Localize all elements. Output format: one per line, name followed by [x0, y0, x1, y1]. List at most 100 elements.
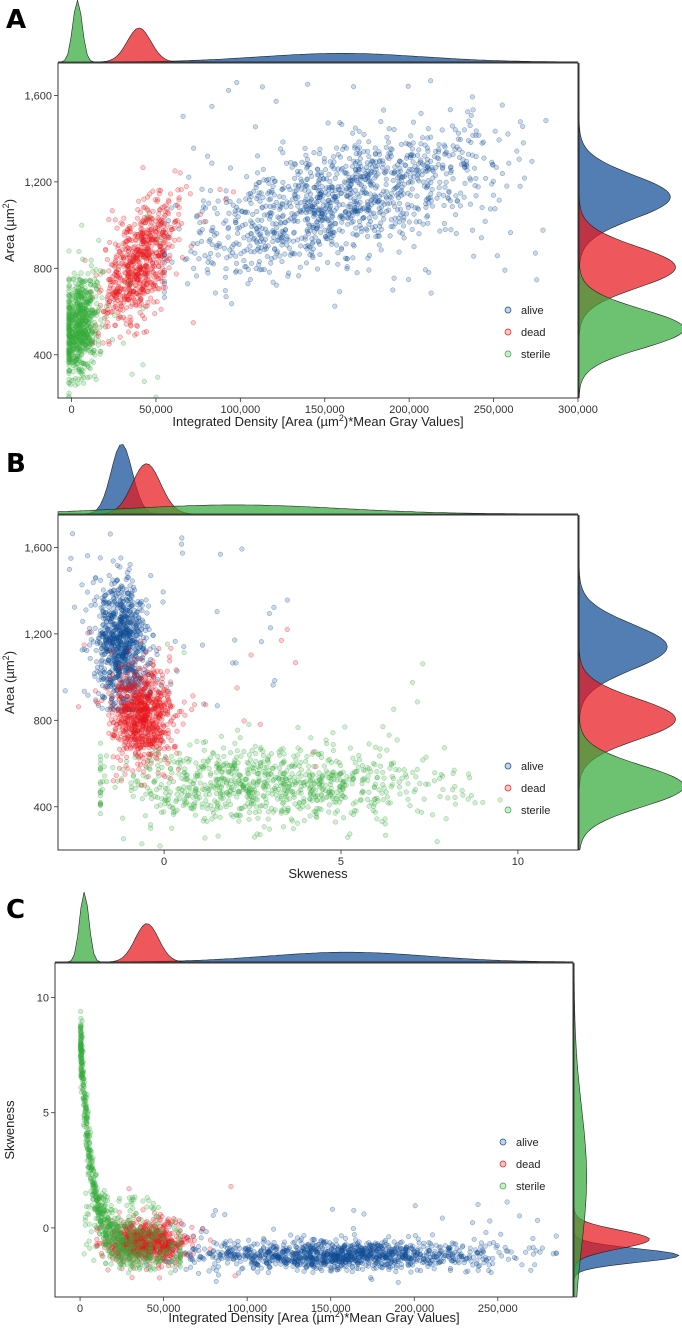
data-point-alive	[342, 188, 348, 194]
data-point-alive	[506, 160, 512, 166]
data-point-dead	[123, 246, 129, 253]
data-point-dead	[165, 245, 171, 251]
data-point-alive	[321, 159, 327, 165]
data-point-alive	[239, 546, 245, 552]
data-point-dead	[139, 229, 146, 235]
data-point-sterile	[199, 804, 205, 810]
data-point-dead	[106, 277, 112, 283]
data-point-alive	[295, 194, 301, 200]
data-point-alive	[279, 258, 285, 265]
data-point-sterile	[69, 352, 75, 358]
data-point-sterile	[379, 819, 385, 825]
data-point-dead	[124, 674, 131, 681]
data-point-dead	[125, 766, 131, 772]
data-point-alive	[251, 249, 257, 255]
data-point-alive	[350, 255, 356, 261]
data-point-alive	[392, 203, 398, 210]
data-point-alive	[207, 188, 213, 194]
data-point-alive	[469, 94, 475, 100]
data-point-dead	[149, 249, 155, 255]
data-point-alive	[335, 187, 341, 193]
data-point-alive	[125, 590, 131, 596]
data-point-alive	[364, 175, 371, 181]
data-point-alive	[302, 236, 308, 242]
data-point-alive	[97, 613, 103, 619]
data-point-sterile	[73, 353, 79, 359]
data-point-alive	[356, 151, 362, 157]
data-point-alive	[386, 126, 392, 132]
data-point-alive	[344, 170, 350, 177]
data-point-sterile	[353, 769, 359, 775]
data-point-alive	[365, 148, 371, 154]
data-point-alive	[399, 231, 405, 237]
data-point-dead	[284, 626, 290, 633]
data-point-alive	[241, 258, 247, 264]
data-point-alive	[401, 235, 407, 241]
data-point-sterile	[388, 783, 394, 790]
data-point-dead	[241, 718, 247, 724]
data-point-dead	[109, 672, 115, 678]
data-point-dead	[144, 206, 150, 212]
data-point-alive	[259, 217, 265, 223]
data-point-sterile	[374, 768, 380, 775]
data-point-alive	[296, 251, 303, 257]
data-point-sterile	[260, 753, 267, 759]
data-point-alive	[97, 555, 103, 561]
data-point-sterile	[176, 771, 182, 777]
data-point-alive	[134, 639, 140, 646]
data-point-alive	[467, 123, 473, 129]
data-point-alive	[409, 179, 415, 185]
data-point-alive	[366, 179, 372, 185]
data-point-alive	[447, 198, 453, 204]
data-point-alive	[209, 160, 215, 166]
data-point-alive	[425, 160, 431, 166]
data-point-dead	[156, 733, 162, 739]
data-point-alive	[453, 212, 459, 218]
data-point-dead	[127, 236, 133, 243]
data-point-dead	[142, 263, 148, 269]
data-point-alive	[295, 218, 301, 224]
data-point-dead	[160, 270, 166, 276]
data-point-dead	[134, 231, 140, 238]
data-point-dead	[115, 242, 121, 249]
data-point-dead	[109, 208, 115, 214]
data-point-alive	[333, 242, 340, 248]
data-point-alive	[453, 230, 459, 237]
data-point-dead	[114, 683, 120, 689]
data-point-alive	[521, 175, 528, 181]
data-point-alive	[251, 188, 257, 194]
data-point-sterile	[97, 271, 103, 277]
data-point-alive	[390, 287, 396, 293]
data-point-alive	[285, 217, 291, 223]
data-point-dead	[137, 702, 143, 708]
data-point-dead	[108, 705, 114, 711]
data-point-alive	[465, 151, 472, 157]
data-point-alive	[232, 211, 238, 217]
data-point-dead	[150, 662, 156, 668]
data-point-alive	[517, 119, 523, 125]
data-point-alive	[366, 204, 372, 210]
data-point-alive	[338, 190, 344, 196]
data-point-alive	[291, 212, 298, 218]
data-point-alive	[467, 201, 473, 207]
data-point-sterile	[290, 826, 296, 832]
data-point-dead	[163, 707, 169, 714]
data-point-alive	[342, 255, 348, 261]
data-point-alive	[445, 194, 451, 201]
data-point-alive	[185, 281, 191, 287]
data-point-alive	[325, 120, 331, 126]
data-point-sterile	[110, 765, 116, 771]
data-point-sterile	[120, 836, 127, 842]
data-point-sterile	[401, 767, 407, 773]
data-point-dead	[230, 189, 237, 195]
data-point-sterile	[276, 765, 283, 771]
data-point-dead	[147, 285, 153, 291]
data-point-alive	[428, 134, 434, 140]
data-point-alive	[358, 228, 365, 234]
data-point-alive	[370, 158, 376, 164]
data-point-alive	[428, 290, 434, 296]
data-point-alive	[123, 613, 129, 619]
data-point-dead	[145, 277, 152, 283]
data-point-alive	[87, 642, 93, 648]
data-point-alive	[411, 244, 417, 250]
